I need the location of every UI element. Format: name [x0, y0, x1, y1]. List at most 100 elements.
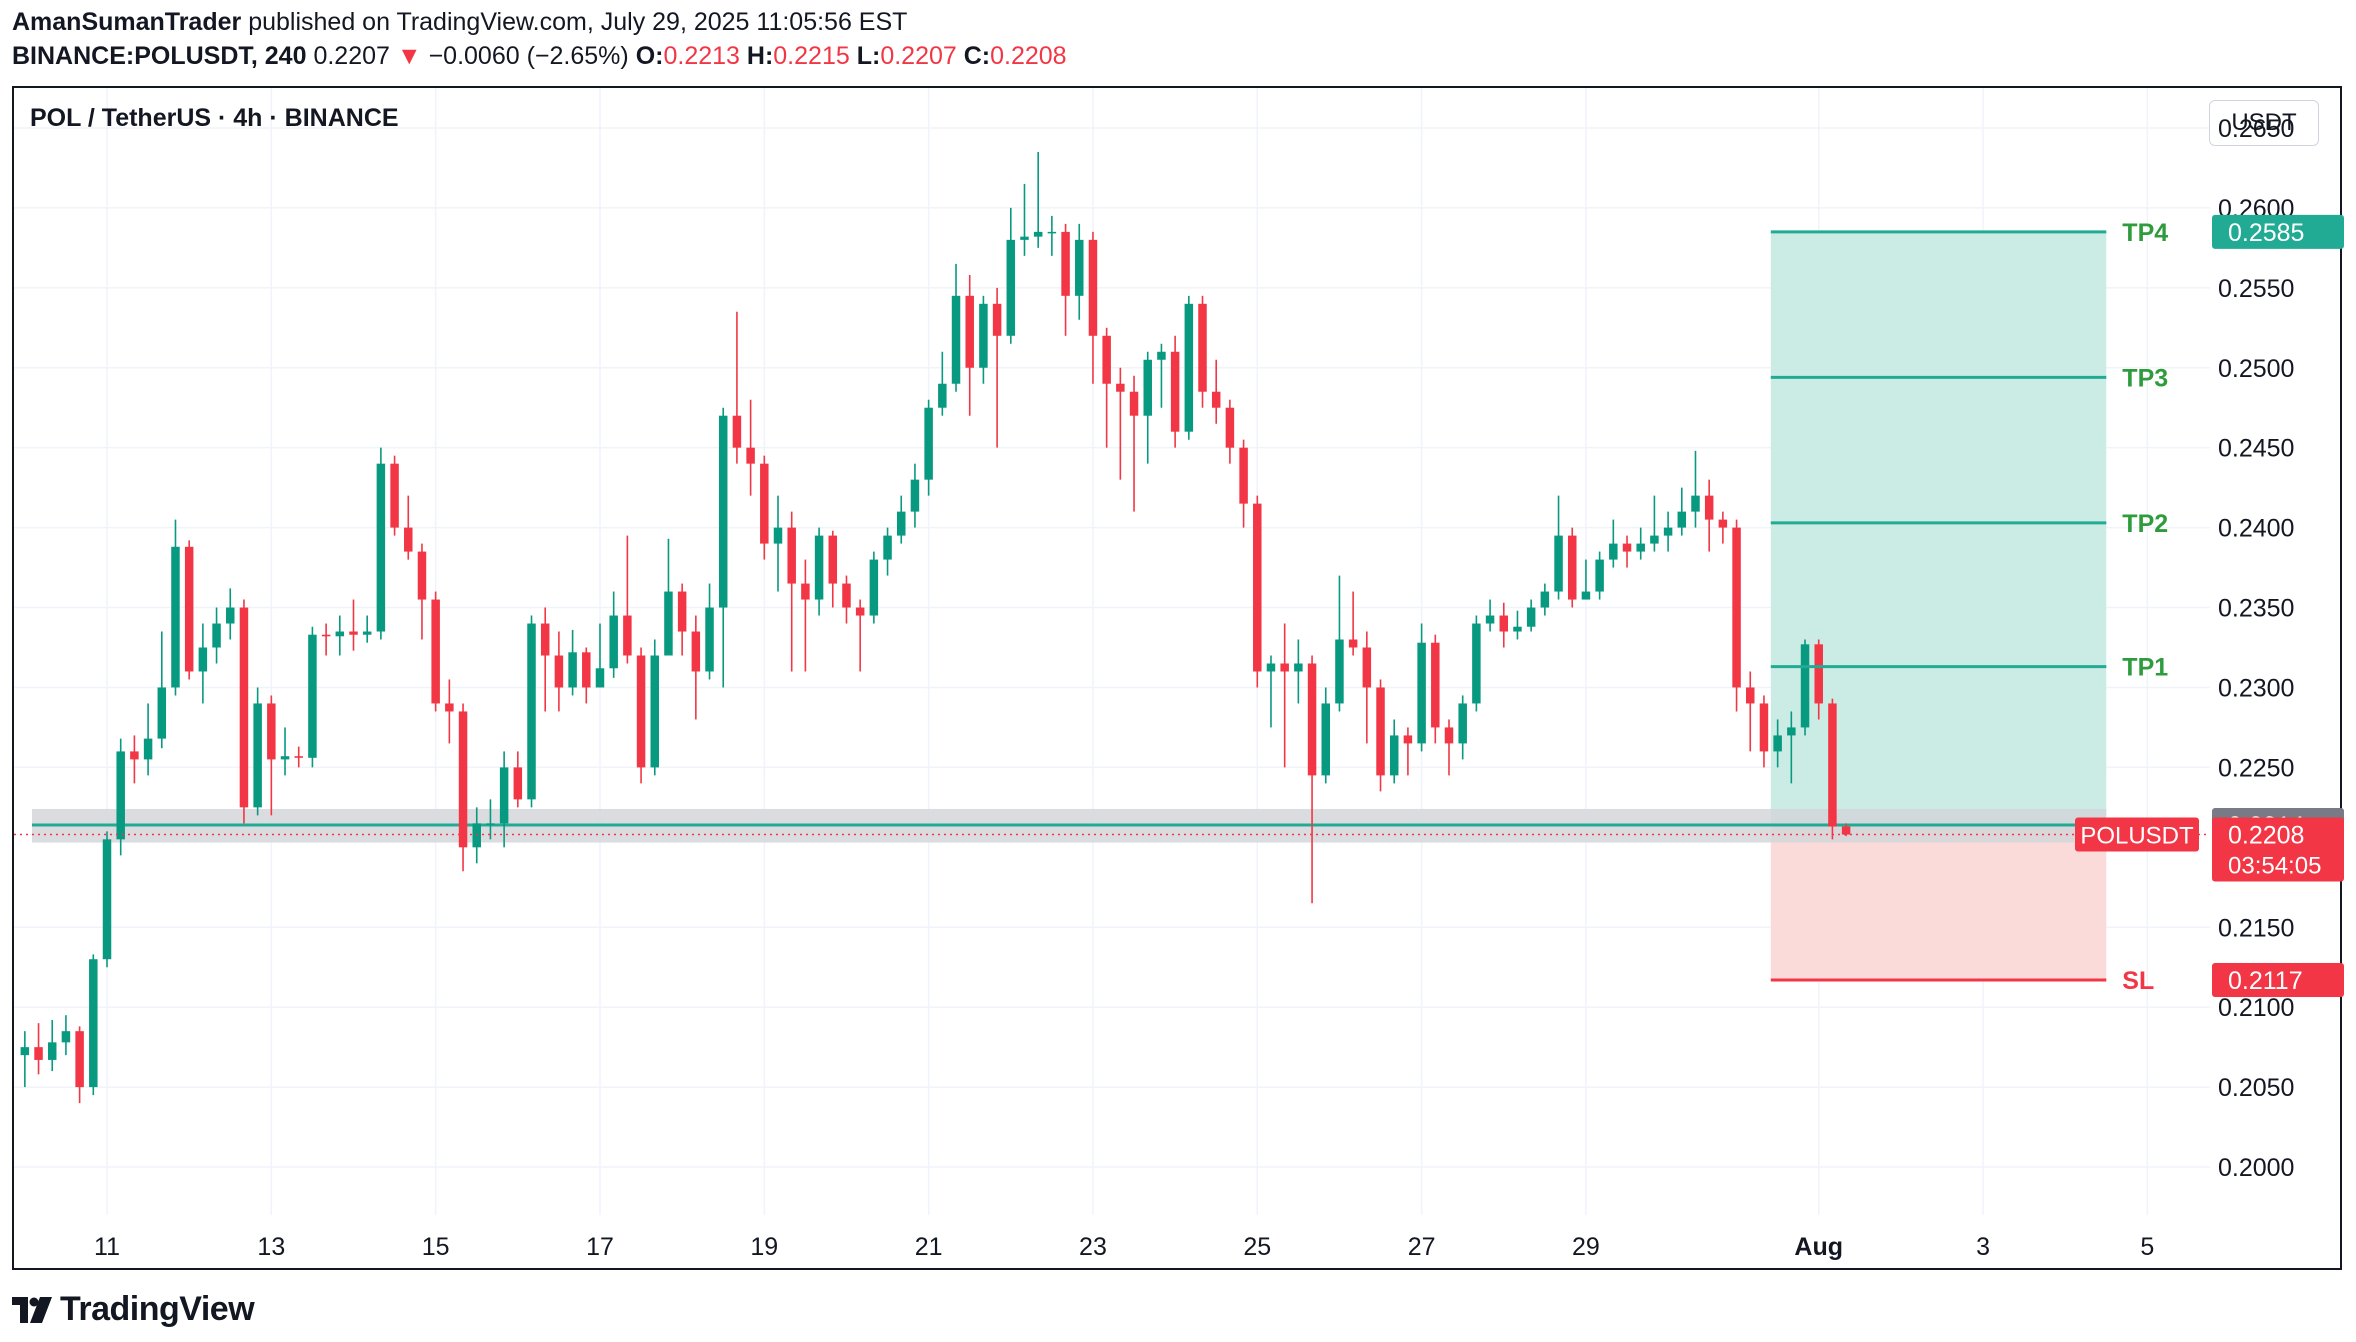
candle-body	[458, 711, 468, 848]
candle	[1157, 343, 1166, 408]
y-tick-label: 0.2000	[2218, 1154, 2294, 1182]
candle	[1787, 711, 1796, 784]
candle	[1170, 335, 1180, 448]
candle-body	[609, 615, 618, 669]
candle-body	[1485, 615, 1495, 624]
candle-body	[513, 767, 523, 800]
candle-body	[595, 668, 605, 688]
candle	[787, 511, 796, 672]
y-tick-label: 0.2550	[2218, 275, 2294, 303]
candle	[1239, 439, 1248, 528]
candle-body	[212, 623, 221, 648]
candle	[376, 447, 386, 640]
candle	[472, 807, 481, 864]
candle-body	[1116, 383, 1125, 392]
price-label-box	[2212, 214, 2344, 249]
candle-body	[1006, 239, 1016, 336]
candle	[1622, 535, 1632, 568]
candle-body	[171, 546, 180, 688]
candle-body	[677, 591, 687, 632]
candle	[1636, 527, 1645, 560]
candle-body	[89, 959, 98, 1088]
candle-body	[828, 535, 838, 584]
author-name[interactable]: AmanSumanTrader	[12, 8, 242, 36]
x-tick-label: 19	[750, 1233, 778, 1261]
candle	[1444, 719, 1454, 776]
candle	[1253, 495, 1262, 688]
candle	[773, 495, 783, 592]
candle	[226, 588, 235, 640]
candle	[1581, 559, 1591, 600]
candle	[677, 583, 687, 656]
candle-body	[1732, 527, 1741, 688]
candle	[1376, 679, 1385, 792]
candle-body	[61, 1031, 71, 1043]
y-tick-label: 0.2350	[2218, 595, 2294, 623]
candle-body	[499, 767, 509, 824]
candle	[1225, 399, 1235, 464]
candle	[910, 463, 920, 528]
candle	[1759, 695, 1769, 768]
close-value: 0.2208	[990, 42, 1067, 70]
candle	[1773, 719, 1782, 768]
candle-body	[1253, 503, 1262, 672]
candle-body	[1088, 239, 1098, 336]
candle	[1266, 655, 1276, 728]
tradingview-logo[interactable]: TradingView	[12, 1290, 255, 1329]
candle-body	[1417, 642, 1426, 744]
candle	[102, 831, 112, 968]
candle-body	[897, 511, 906, 536]
candle-body	[143, 738, 153, 760]
candle	[965, 275, 974, 416]
candle	[1006, 207, 1016, 344]
candle	[75, 1026, 84, 1104]
candle	[445, 679, 454, 744]
candle-body	[582, 652, 591, 688]
candle-body	[1636, 543, 1645, 552]
candle	[883, 527, 892, 576]
candle-body	[226, 607, 235, 624]
candle	[335, 615, 345, 656]
candle-body	[1814, 644, 1823, 704]
candle-body	[1746, 687, 1755, 704]
candle	[1280, 623, 1289, 768]
candle	[267, 695, 276, 816]
candle	[280, 727, 290, 776]
candle-body	[294, 756, 303, 758]
x-tick-label: Aug	[1794, 1233, 1843, 1261]
symbol-interval: BINANCE:POLUSDT, 240	[12, 42, 307, 70]
candle-body	[1376, 687, 1385, 776]
tradingview-logo-icon	[12, 1296, 52, 1323]
candle	[1198, 295, 1207, 408]
candle	[718, 407, 728, 688]
candle-body	[1663, 527, 1673, 536]
candle	[212, 607, 221, 664]
candle-body	[1622, 543, 1632, 552]
candle-body	[1225, 407, 1235, 448]
candle	[1348, 591, 1358, 656]
candle-body	[773, 527, 783, 544]
candle-body	[814, 535, 824, 600]
candle-body	[1828, 703, 1837, 827]
stop-loss-label: SL	[2122, 967, 2154, 995]
candle-body	[1075, 239, 1084, 296]
candle	[61, 1015, 71, 1056]
candle	[143, 703, 153, 776]
x-tick-label: 5	[2140, 1233, 2154, 1261]
candle	[1458, 695, 1467, 760]
candle	[34, 1023, 43, 1075]
candle-body	[1472, 623, 1481, 704]
candle	[760, 455, 769, 560]
candle	[1116, 367, 1125, 480]
candle	[1431, 634, 1440, 744]
currency-unit-button[interactable]: USDT	[2209, 100, 2319, 146]
publish-info: published on TradingView.com, July 29, 2…	[248, 8, 908, 36]
candle-body	[198, 647, 208, 672]
candle	[938, 351, 947, 416]
candle	[1526, 599, 1536, 632]
candle-body	[1540, 591, 1550, 608]
candle-body	[445, 703, 454, 712]
candle	[568, 629, 577, 696]
candle-body	[965, 295, 974, 368]
